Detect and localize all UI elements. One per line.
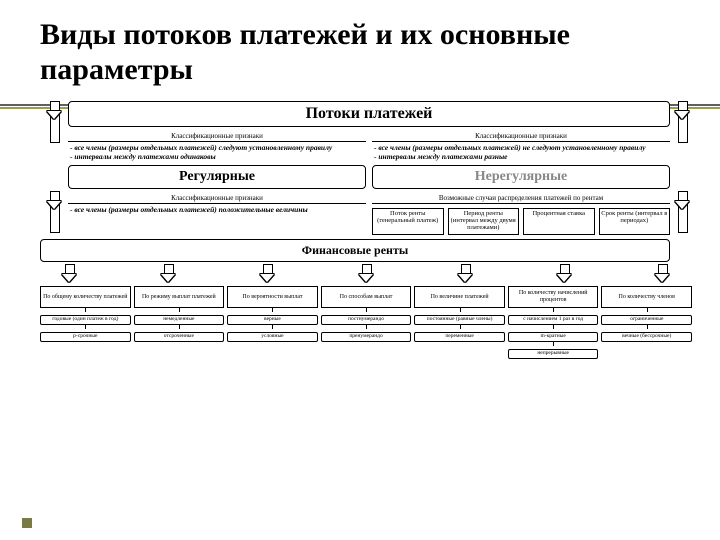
arrow-row (40, 264, 692, 282)
column-tag: немедленные (134, 315, 225, 325)
arrow-right-1 (674, 101, 690, 149)
diagram: Потоки платежей .side-arrow .arrow-down:… (40, 101, 692, 359)
column-tag: годовые (один платеж в год) (40, 315, 131, 325)
param-box: Период ренты (интервал между двумя плате… (448, 208, 520, 234)
column-tag: постоянные (равные члены) (414, 315, 505, 325)
column-tag: отсроченные (134, 332, 225, 342)
down-arrow-icon (655, 264, 669, 282)
down-arrow-icon (260, 264, 274, 282)
column-header: По общему количеству платежей (40, 286, 131, 308)
column-tag: верные (227, 315, 318, 325)
column-header: По вероятности выплат (227, 286, 318, 308)
slide-title: Виды потоков платежей и их основные пара… (40, 18, 692, 87)
column-tag: вечные (бессрочные) (601, 332, 692, 342)
column-tag: m-кратные (508, 332, 599, 342)
classification-column: По количеству членов ограниченные вечные (… (601, 286, 692, 359)
sublabel-left: Классификационные признаки (68, 193, 366, 204)
column-header: По режиму выплат платежей (134, 286, 225, 308)
column-tag: условные (227, 332, 318, 342)
column-header: По способам выплат (321, 286, 412, 308)
classification-column: По способам выплат постнумерандо пренумера… (321, 286, 412, 359)
arrow-left-2 (46, 191, 62, 209)
split-text-r: - все члены (размеры отдельных платежей)… (372, 142, 670, 163)
classification-column: По величине платежей постоянные (равные ч… (414, 286, 505, 359)
column-header: По величине платежей (414, 286, 505, 308)
split-text-l: - все члены (размеры отдельных платежей)… (68, 142, 366, 163)
sublabel-right: Возможные случаи распределения платежей … (372, 193, 670, 204)
column-header: По количеству начислений процентов (508, 286, 599, 308)
class-label-l: Классификационные признаки (68, 131, 366, 142)
column-tag: постнумерандо (321, 315, 412, 325)
level1-box: Потоки платежей (68, 101, 670, 127)
subtext-left: - все члены (размеры отдельных платежей)… (68, 204, 366, 217)
right-boxes: Поток ренты (генеральный платеж)Период р… (372, 208, 670, 234)
down-arrow-icon (161, 264, 175, 282)
class-label-r: Классификационные признаки (372, 131, 670, 142)
param-box: Срок ренты (интервал в периодах) (599, 208, 671, 234)
column-tag: переменные (414, 332, 505, 342)
column-tag: непрерывные (508, 349, 599, 359)
classification-column: По режиму выплат платежей немедленные отср… (134, 286, 225, 359)
classification-column: По вероятности выплат верные условные (227, 286, 318, 359)
down-arrow-icon (458, 264, 472, 282)
classification-column: По общему количеству платежей годовые (од… (40, 286, 131, 359)
column-tag: ограниченные (601, 315, 692, 325)
param-box: Процентная ставка (523, 208, 595, 234)
arrow-right-2 (674, 191, 690, 209)
classification-column: По количеству начислений процентов с начи… (508, 286, 599, 359)
arrow-left-1: .side-arrow .arrow-down::before{height:4… (46, 101, 62, 149)
down-arrow-icon (557, 264, 571, 282)
down-arrow-icon (359, 264, 373, 282)
column-header: По количеству членов (601, 286, 692, 308)
slide: Виды потоков платежей и их основные пара… (0, 0, 720, 540)
bullet-icon (22, 518, 32, 528)
column-tag: с начислением 1 раз в год (508, 315, 599, 325)
column-tag: пренумерандо (321, 332, 412, 342)
level2-right: Нерегулярные (372, 165, 670, 189)
columns-row: По общему количеству платежей годовые (од… (40, 286, 692, 359)
down-arrow-icon (62, 264, 76, 282)
param-box: Поток ренты (генеральный платеж) (372, 208, 444, 234)
level3-box: Финансовые ренты (40, 239, 670, 262)
column-tag: p-срочные (40, 332, 131, 342)
level2-left: Регулярные (68, 165, 366, 189)
